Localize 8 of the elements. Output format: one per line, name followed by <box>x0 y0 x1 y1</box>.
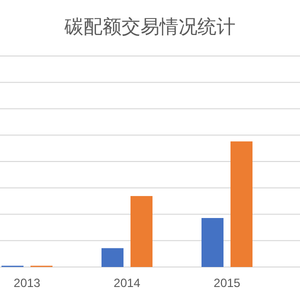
bar <box>102 248 124 267</box>
x-tick-label: 2013 <box>14 276 41 290</box>
chart-title: 碳配额交易情况统计 <box>64 16 236 38</box>
bar <box>202 218 224 267</box>
x-tick-label: 2014 <box>114 276 141 290</box>
x-tick-label: 2015 <box>214 276 241 290</box>
bar <box>230 141 252 267</box>
bar <box>130 196 152 267</box>
